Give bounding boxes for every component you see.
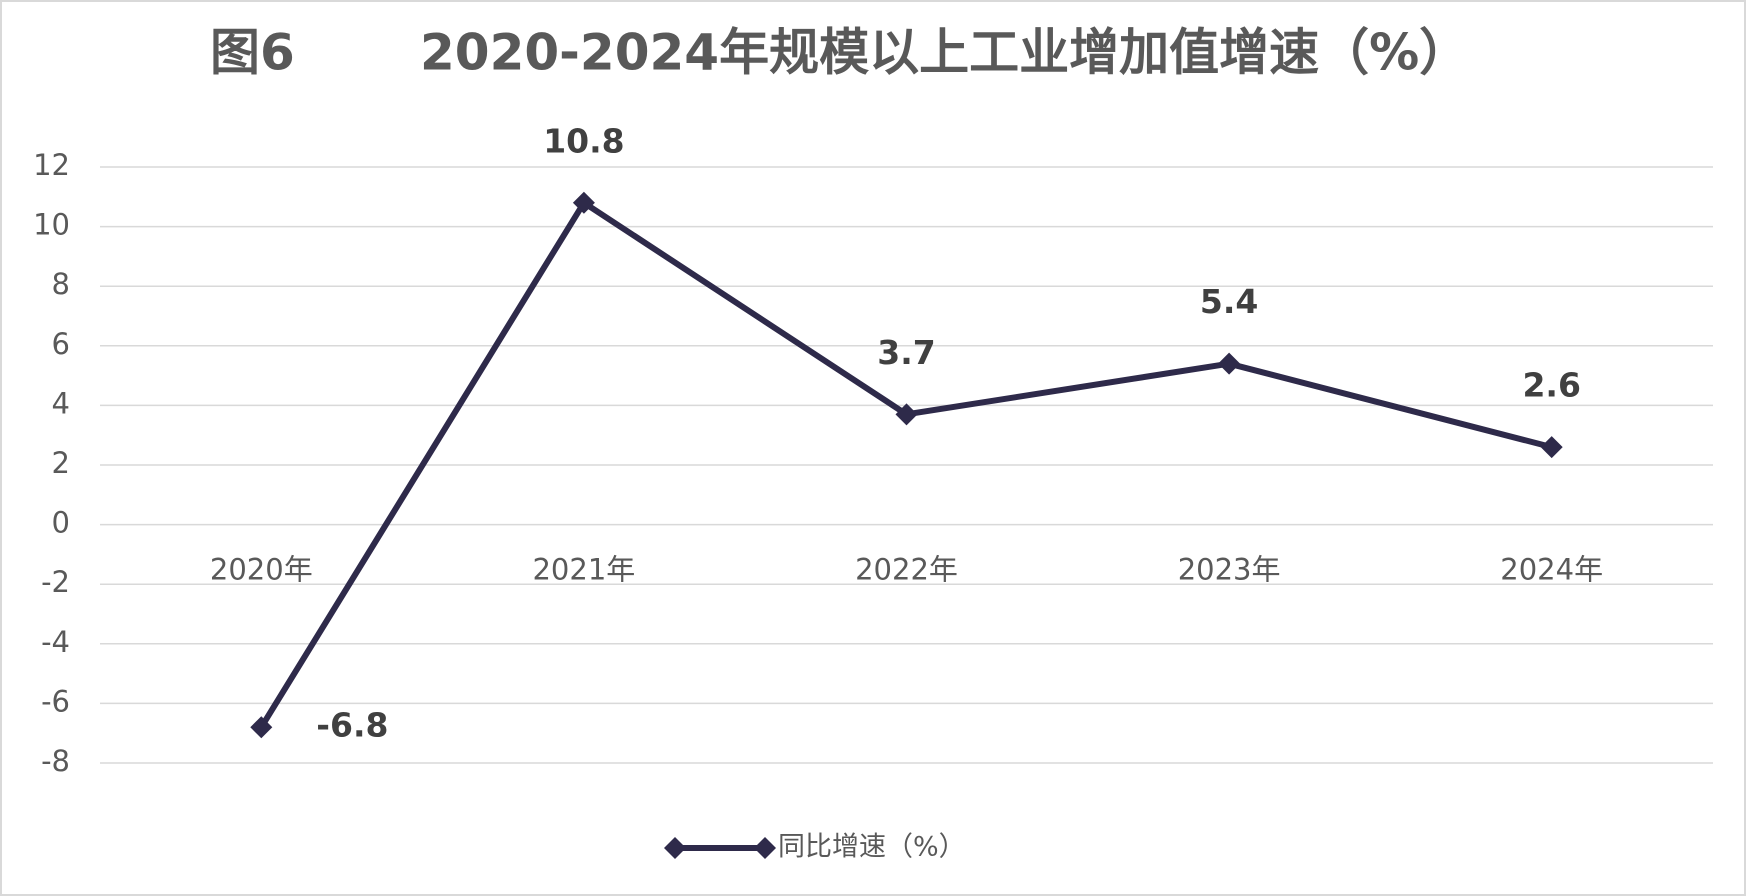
data-label: 2.6 [1522,366,1580,405]
marker [572,191,595,214]
data-label: 3.7 [877,333,935,372]
y-tick-label: 8 [52,267,70,301]
y-tick-label: 10 [33,208,70,242]
legend-marker [754,837,776,859]
y-tick-label: 12 [33,148,70,182]
y-tick-label: 4 [52,386,70,420]
marker [250,716,273,739]
x-tick-label: 2022年 [855,553,958,587]
y-tick-label: -2 [41,565,70,599]
y-tick-label: 0 [52,506,70,540]
data-label: 5.4 [1200,282,1258,321]
x-tick-label: 2020年 [210,553,313,587]
y-tick-label: 2 [52,446,70,480]
x-tick-label: 2024年 [1500,553,1603,587]
x-tick-label: 2023年 [1178,553,1281,587]
y-tick-label: -8 [41,744,70,778]
y-tick-label: -4 [41,625,70,659]
legend-marker [664,837,686,859]
data-label: 10.8 [543,121,624,160]
y-tick-label: -6 [41,684,70,718]
chart-title: 2020-2024年规模以上工业增加值增速（%） [420,24,1469,82]
y-tick-label: 6 [52,327,70,361]
marker [1218,352,1241,375]
legend-label: 同比增速（%） [778,832,966,863]
data-label: -6.8 [316,706,388,745]
x-tick-label: 2021年 [532,553,635,587]
marker [1540,436,1563,459]
figure-label: 图6 [210,24,295,82]
marker [895,403,918,426]
